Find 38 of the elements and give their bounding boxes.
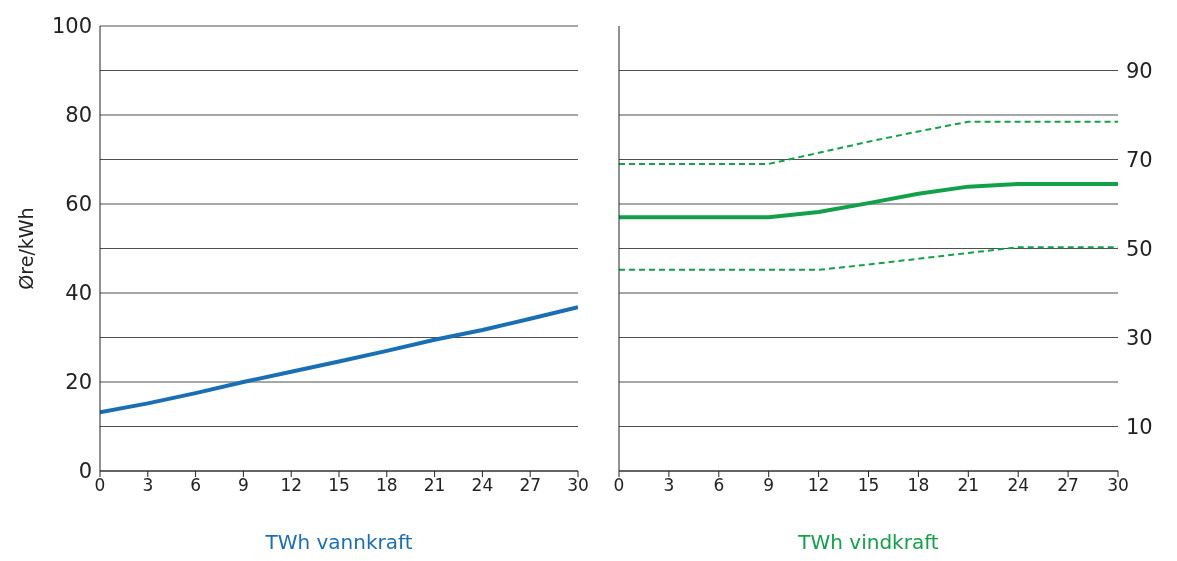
x-tick-label: 30 bbox=[1107, 475, 1129, 496]
x-tick-label: 12 bbox=[280, 475, 303, 496]
y2-tick-label: 30 bbox=[1126, 325, 1153, 350]
x-tick-label: 12 bbox=[807, 475, 830, 496]
x-tick-label: 24 bbox=[1007, 475, 1030, 496]
y2-tick-label: 10 bbox=[1126, 414, 1153, 439]
x-tick-label: 21 bbox=[957, 475, 980, 496]
x-tick-label: 9 bbox=[237, 475, 249, 496]
line-series bbox=[619, 181, 1118, 220]
x-tick-label: 0 bbox=[94, 475, 106, 496]
x-tick-label: 3 bbox=[663, 475, 675, 496]
x-tick-label: 0 bbox=[613, 475, 625, 496]
x-tick-label: 15 bbox=[328, 475, 350, 496]
x-tick-label: 9 bbox=[763, 475, 775, 496]
x-tick-label: 18 bbox=[907, 475, 930, 496]
y2-tick-label: 90 bbox=[1126, 58, 1153, 83]
x-tick-label: 6 bbox=[190, 475, 202, 496]
y-tick-label: 100 bbox=[51, 14, 92, 39]
y-tick-label: 80 bbox=[65, 103, 92, 128]
x-axis-title: TWh vindkraft bbox=[797, 530, 939, 554]
y-tick-label: 20 bbox=[65, 370, 92, 395]
x-axis-title: TWh vannkraft bbox=[264, 530, 413, 554]
y-tick-label: 60 bbox=[65, 192, 92, 217]
x-tick-label: 24 bbox=[471, 475, 494, 496]
line-series bbox=[619, 120, 1118, 165]
y-axis-title: Øre/kWh bbox=[14, 207, 37, 290]
x-tick-label: 30 bbox=[567, 475, 589, 496]
y-tick-label: 40 bbox=[65, 281, 92, 306]
x-tick-label: 27 bbox=[519, 475, 542, 496]
x-tick-label: 6 bbox=[713, 475, 725, 496]
x-tick-label: 18 bbox=[375, 475, 398, 496]
x-tick-label: 15 bbox=[857, 475, 880, 496]
line-series bbox=[100, 305, 578, 415]
y2-tick-label: 50 bbox=[1126, 236, 1153, 261]
x-tick-label: 21 bbox=[423, 475, 446, 496]
x-tick-label: 3 bbox=[142, 475, 154, 496]
x-tick-label: 27 bbox=[1057, 475, 1079, 496]
y2-tick-label: 70 bbox=[1126, 147, 1153, 172]
